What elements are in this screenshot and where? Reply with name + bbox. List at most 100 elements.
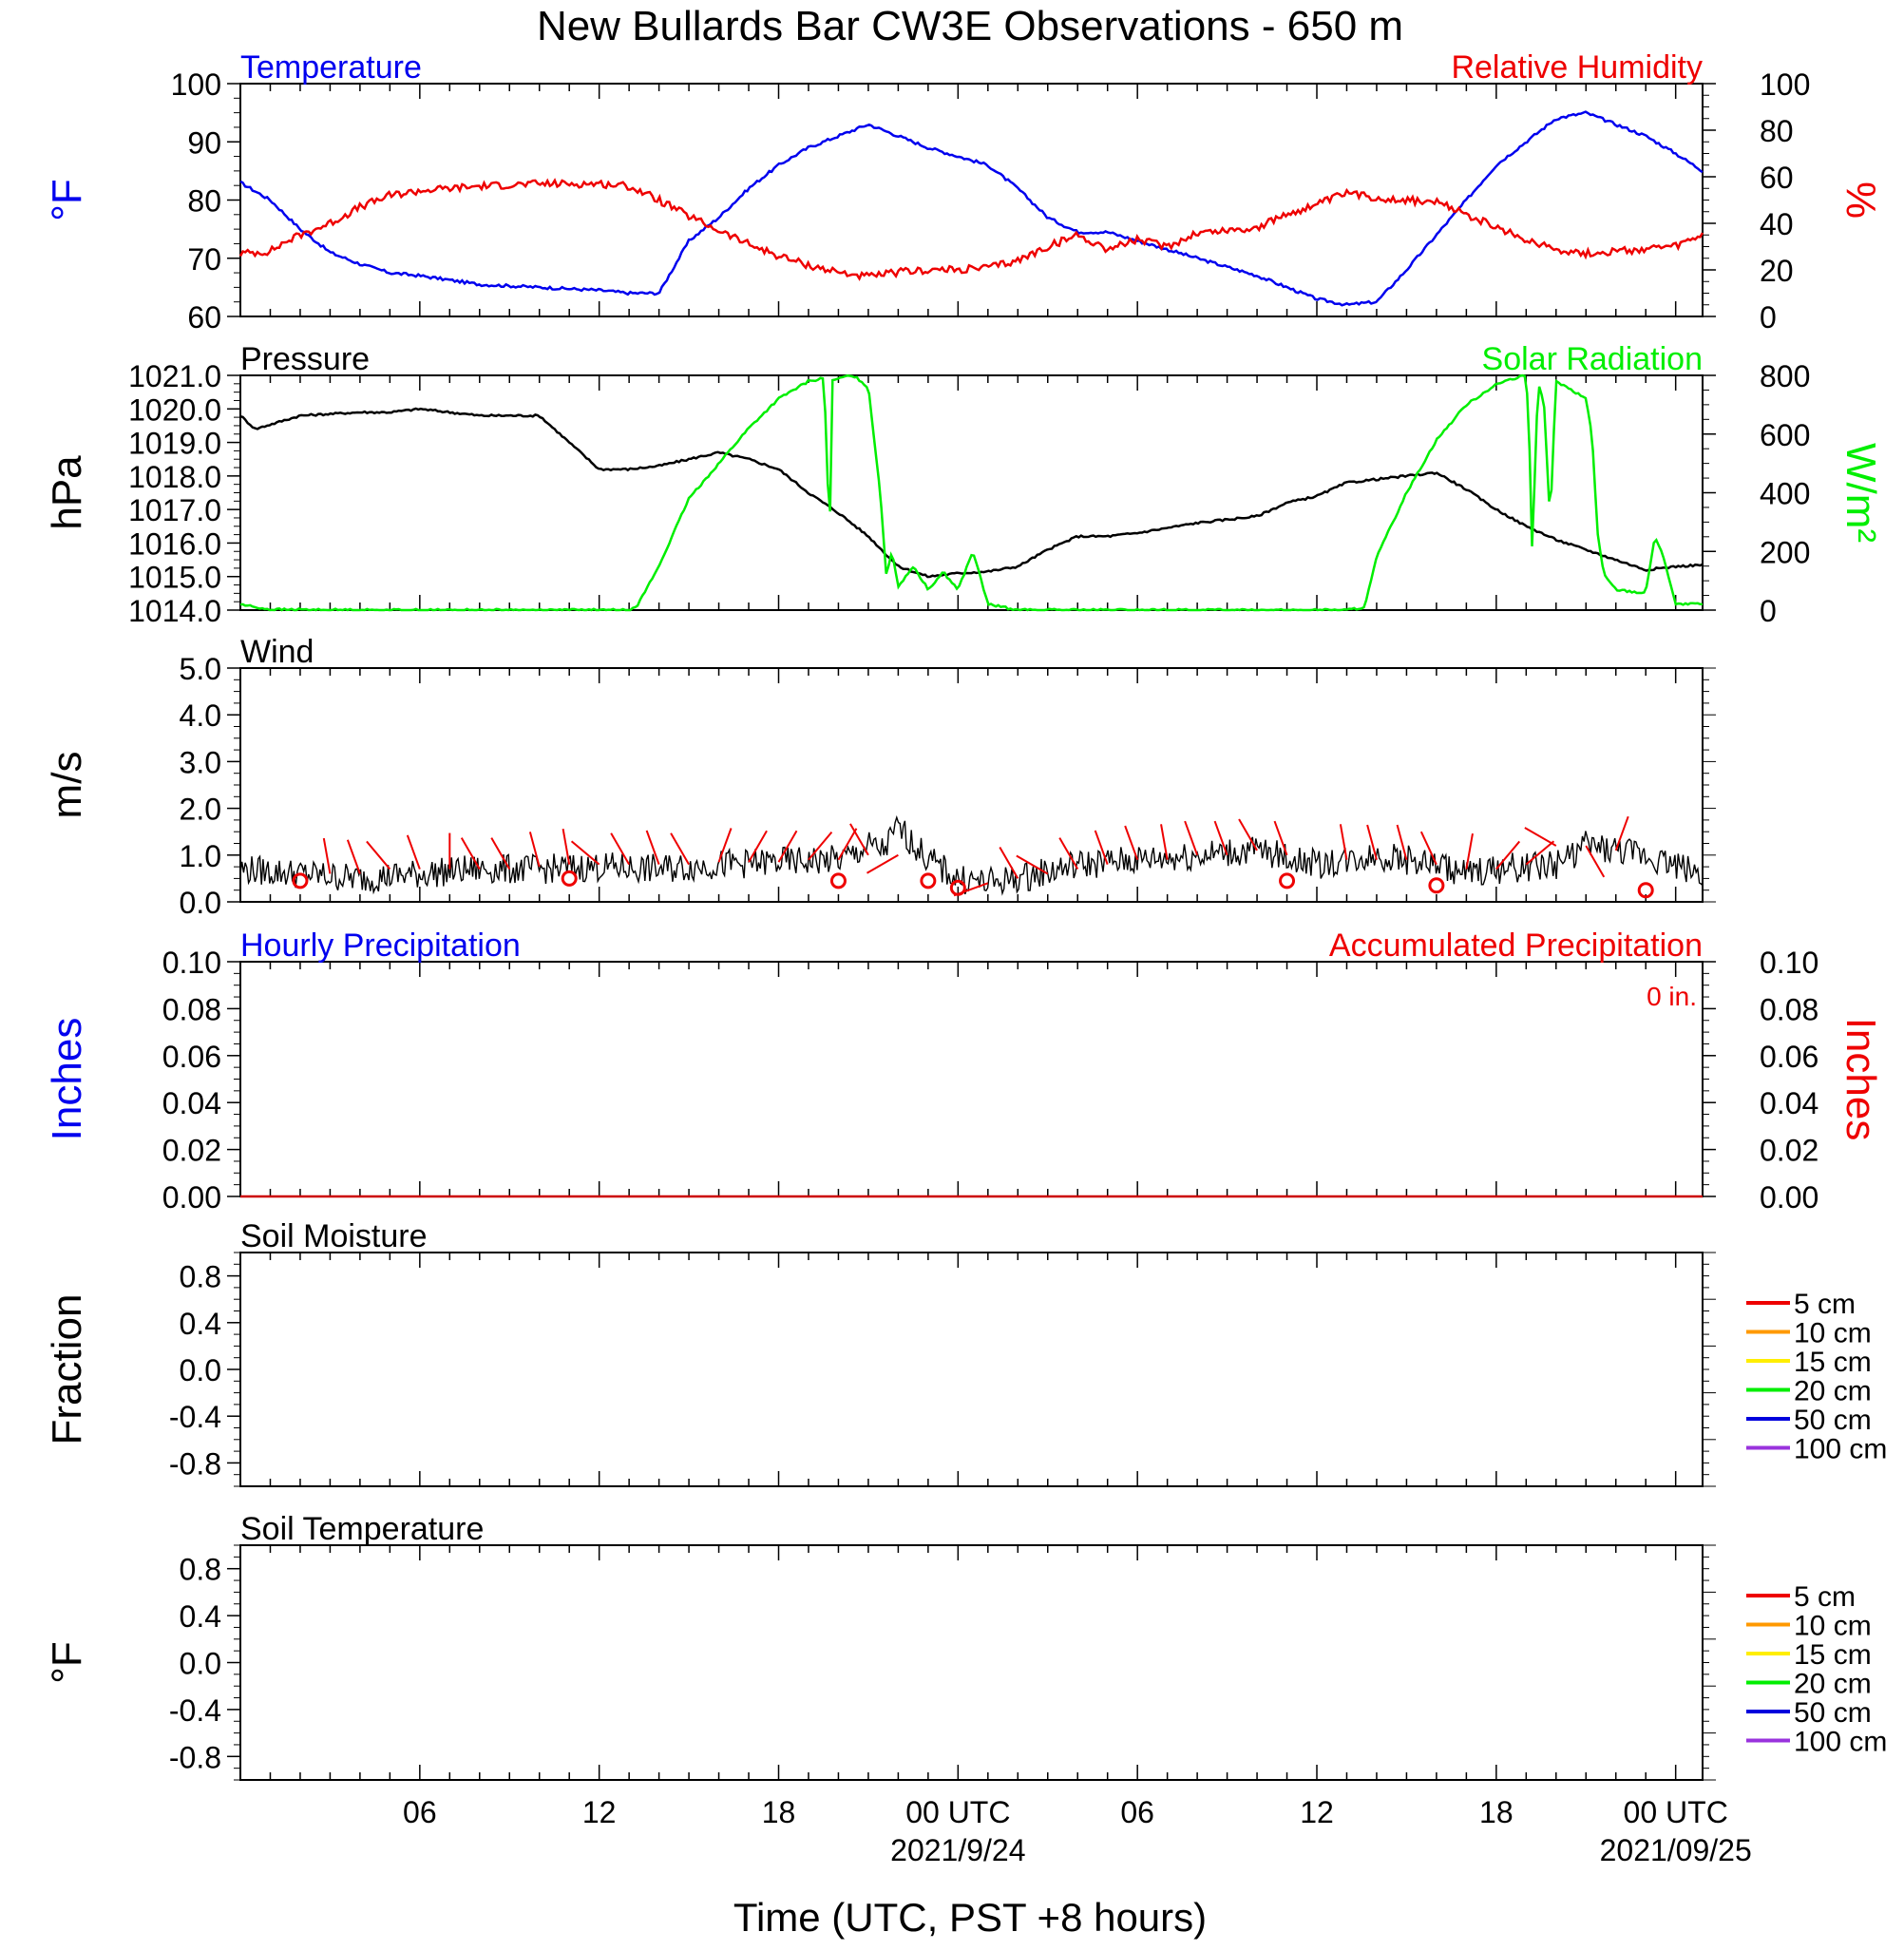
y-tick-label: 0.08 — [162, 992, 221, 1026]
x-tick-label: 18 — [762, 1795, 796, 1829]
y-tick-label: 0.8 — [180, 1553, 221, 1587]
legend-label: 20 cm — [1794, 1376, 1872, 1407]
wind-barb — [1396, 824, 1408, 860]
panel-left-title: Soil Temperature — [240, 1511, 484, 1547]
y2-tick-label: 0.04 — [1760, 1086, 1818, 1120]
y-axis-label: hPa — [44, 455, 90, 530]
x-tick-label: 06 — [1120, 1795, 1154, 1829]
calm-circle — [920, 872, 937, 889]
wind-barb — [1339, 824, 1348, 860]
wind-barb — [1273, 820, 1288, 856]
wind-barb — [999, 846, 1019, 879]
y-tick-label: 1019.0 — [128, 427, 221, 461]
x-tick-label: 12 — [582, 1795, 617, 1829]
series-line — [238, 178, 1704, 281]
calm-circle — [829, 872, 847, 889]
wind-barb — [748, 830, 768, 863]
x-axis: 06 12 18 00 UTC 2021/9/24 06 12 18 00 UTC 2021/09… — [403, 1795, 1752, 1867]
series-line — [239, 407, 1704, 579]
y-tick-label: 80 — [187, 184, 221, 219]
series-line — [239, 110, 1704, 307]
legend-label: 50 cm — [1794, 1405, 1872, 1436]
chart-title: New Bullards Bar CW3E Observations - 650… — [537, 3, 1403, 49]
y2-tick-label: 0.10 — [1760, 946, 1818, 980]
y2-tick-label: 0 — [1760, 300, 1777, 335]
plot-frame — [239, 374, 1704, 611]
calm-circle — [1428, 877, 1445, 894]
y-tick-label: 0.00 — [162, 1180, 221, 1215]
panel-soil-moisture: -0.8 -0.4 0.0 0.4 0.8 Soil Moisture Fraction 5 … — [44, 1218, 1887, 1487]
x-tick-label: 00 UTC — [905, 1795, 1010, 1829]
y-tick-label: 1021.0 — [128, 359, 221, 393]
y2-tick-label: 0 — [1760, 594, 1777, 628]
panel-right-title: Accumulated Precipitation — [1329, 928, 1703, 964]
y2-tick-label: 100 — [1760, 67, 1810, 102]
legend-label: 5 cm — [1794, 1289, 1856, 1320]
wind-barb — [1366, 824, 1378, 860]
y2-tick-label: 0.02 — [1760, 1134, 1818, 1168]
panel-left-title: Soil Moisture — [240, 1218, 428, 1254]
y2-tick-label: 0.00 — [1760, 1180, 1818, 1215]
panel-left-title: Pressure — [240, 341, 370, 377]
wind-barb — [1465, 832, 1474, 870]
panel-left-title: Hourly Precipitation — [240, 928, 521, 964]
legend-label: 100 cm — [1794, 1727, 1887, 1758]
wind-barb — [1419, 831, 1438, 866]
y2-tick-label: 600 — [1760, 418, 1810, 452]
y-tick-label: 0.06 — [162, 1040, 221, 1074]
legend-label: 20 cm — [1794, 1669, 1872, 1700]
y-tick-label: 1018.0 — [128, 460, 221, 494]
y-axis-label: Fraction — [44, 1294, 90, 1445]
wind-barb — [562, 829, 571, 865]
y2-tick-label: 200 — [1760, 535, 1810, 569]
series-line — [239, 373, 1704, 612]
y-tick-label: 0.0 — [180, 1353, 221, 1387]
y-tick-label: 0.10 — [162, 946, 221, 980]
y-axis-label: °F — [44, 179, 90, 220]
y-tick-label: 5.0 — [180, 652, 221, 686]
legend-label: 15 cm — [1794, 1639, 1872, 1671]
legend-label: 100 cm — [1794, 1434, 1887, 1465]
legend-label: 10 cm — [1794, 1318, 1872, 1349]
wind-barb — [1184, 820, 1199, 856]
y-tick-label: 90 — [187, 125, 221, 160]
calm-circle — [561, 870, 578, 887]
y-tick-label: 0.4 — [180, 1307, 221, 1341]
x-tick-date: 2021/9/24 — [890, 1833, 1025, 1867]
wind-barb — [346, 839, 361, 874]
wind-barb — [837, 828, 858, 861]
wind-barb — [1524, 827, 1557, 847]
panel-right-title: Solar Radiation — [1482, 341, 1703, 377]
y-tick-label: 0.04 — [162, 1086, 221, 1120]
y-tick-label: 3.0 — [180, 745, 221, 779]
calm-circle — [1279, 872, 1296, 889]
y-tick-label: 1016.0 — [128, 526, 221, 561]
y-axis-label: °F — [44, 1641, 90, 1683]
wind-barb — [1495, 840, 1521, 870]
wind-barb — [528, 832, 541, 868]
legend-label: 5 cm — [1794, 1581, 1856, 1613]
wind-barb — [406, 834, 421, 870]
wind-barb — [808, 831, 833, 861]
wind-barb — [570, 840, 600, 866]
y2-axis-label: Inches — [1837, 1018, 1884, 1141]
panel-wind: 0.0 1.0 2.0 3.0 4.0 5.0 Wind m/s — [44, 634, 1716, 920]
y2-tick-label: 400 — [1760, 477, 1810, 511]
series-line — [239, 814, 1704, 896]
y2-tick-label: 80 — [1760, 114, 1794, 148]
y-tick-label: 1015.0 — [128, 561, 221, 595]
x-tick-label: 18 — [1479, 1795, 1514, 1829]
panel-right-title: Relative Humidity — [1451, 49, 1703, 86]
y-tick-label: 2.0 — [180, 793, 221, 827]
y2-tick-label: 60 — [1760, 161, 1794, 195]
plot-frame — [239, 961, 1704, 1197]
y-tick-label: 0.4 — [180, 1599, 221, 1634]
y-axis-label: m/s — [44, 752, 90, 819]
wind-barb — [1160, 824, 1169, 860]
y-tick-label: 0.0 — [180, 886, 221, 920]
y-tick-label: 0.8 — [180, 1260, 221, 1294]
panel-left-title: Wind — [240, 634, 314, 670]
wind-barb — [953, 882, 989, 897]
